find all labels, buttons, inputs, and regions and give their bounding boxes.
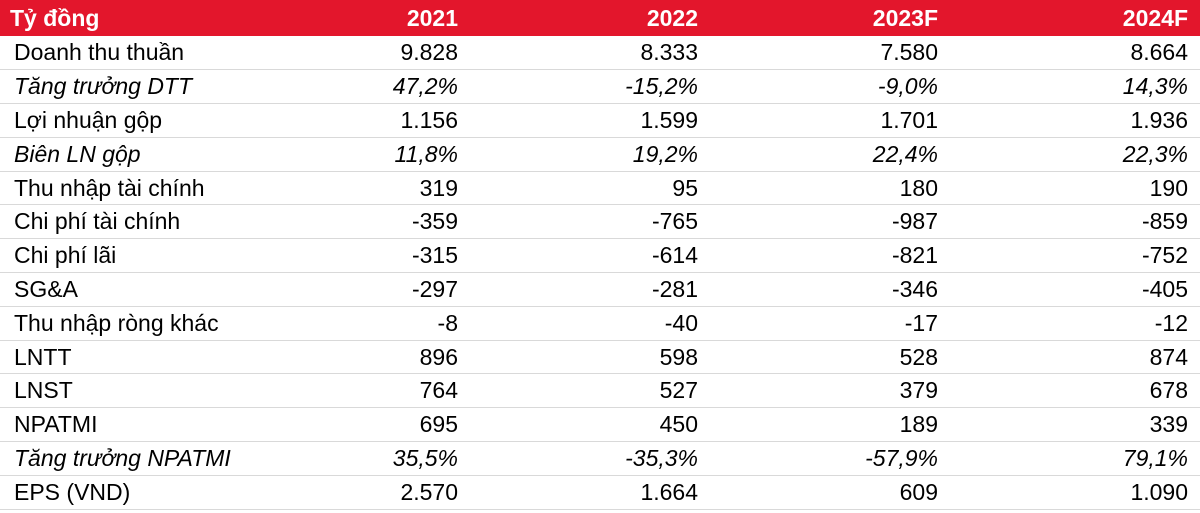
table-row: LNST 764 527 379 678 [0,374,1200,408]
row-label: LNTT [14,343,72,370]
row-value: -614 [651,242,698,269]
row-value: -35,3% [625,444,698,471]
row-value: -17 [904,309,938,336]
header-year-2023f: 2023F [872,4,938,31]
table-row: Thu nhập tài chính 319 95 180 190 [0,171,1200,205]
row-value: -359 [411,208,458,235]
header-year-2022: 2022 [646,4,698,31]
row-value: -821 [891,242,938,269]
row-value: -765 [651,208,698,235]
table-row: Tăng trưởng DTT 47,2% -15,2% -9,0% 14,3% [0,70,1200,104]
header-year-2024f: 2024F [1122,4,1188,31]
row-value: 2.570 [400,478,458,505]
row-label: EPS (VND) [14,478,131,505]
table-body: Doanh thu thuần 9.828 8.333 7.580 8.664 Tăng … [0,36,1200,510]
row-value: 8.333 [640,39,698,66]
row-value: 695 [419,411,458,438]
row-value: 598 [659,343,698,370]
row-value: -281 [651,275,698,302]
row-value: -859 [1141,208,1188,235]
row-label: Biên LN gộp [14,140,141,167]
row-value: 35,5% [392,444,458,471]
row-value: 14,3% [1122,73,1188,100]
row-value: -346 [891,275,938,302]
row-value: 450 [659,411,698,438]
row-label: Doanh thu thuần [14,39,185,66]
row-label: Chi phí tài chính [14,208,181,235]
table-row: Biên LN gộp 11,8% 19,2% 22,4% 22,3% [0,137,1200,172]
row-value: 527 [659,377,698,404]
row-value: 1.701 [880,106,938,133]
row-value: 190 [1149,174,1188,201]
row-label: SG&A [14,275,78,302]
row-value: 1.664 [640,478,698,505]
row-value: 22,3% [1122,140,1188,167]
header-row: Tỷ đồng 2021 2022 2023F 2024F [0,0,1200,36]
table-row: Chi phí tài chính -359 -765 -987 -859 [0,205,1200,239]
row-value: -12 [1154,309,1188,336]
row-value: 1.599 [640,106,698,133]
row-value: -752 [1141,242,1188,269]
row-value: -40 [664,309,698,336]
row-value: 319 [419,174,458,201]
table-row: Chi phí lãi -315 -614 -821 -752 [0,239,1200,273]
row-value: 9.828 [400,39,458,66]
row-value: 189 [899,411,938,438]
row-value: 678 [1149,377,1188,404]
table-row: SG&A -297 -281 -346 -405 [0,273,1200,307]
row-value: 339 [1149,411,1188,438]
table-row: Thu nhập ròng khác -8 -40 -17 -12 [0,306,1200,341]
row-value: -987 [891,208,938,235]
row-value: -297 [411,275,458,302]
row-value: 22,4% [872,140,938,167]
row-value: 47,2% [392,73,458,100]
table-row: NPATMI 695 450 189 339 [0,408,1200,442]
row-label: Tăng trưởng DTT [14,73,193,100]
row-value: 1.936 [1130,106,1188,133]
row-label: Lợi nhuận gộp [14,106,163,133]
table-row: Tăng trưởng NPATMI 35,5% -35,3% -57,9% 79,1% [0,442,1200,476]
table-row: LNTT 896 598 528 874 [0,340,1200,374]
row-value: 95 [672,174,698,201]
row-label: Tăng trưởng NPATMI [14,444,231,471]
row-label: Chi phí lãi [14,242,117,269]
row-value: 7.580 [880,39,938,66]
row-value: 1.156 [400,106,458,133]
table-row: Lợi nhuận gộp 1.156 1.599 1.701 1.936 [0,104,1200,138]
row-value: 379 [899,377,938,404]
row-value: 11,8% [394,140,458,167]
row-value: 180 [899,174,938,201]
row-label: NPATMI [14,411,98,438]
row-value: 764 [419,377,458,404]
table-row: EPS (VND) 2.570 1.664 609 1.090 [0,475,1200,510]
row-value: -9,0% [877,73,938,100]
header-unit-label: Tỷ đồng [10,4,100,31]
row-value: 79,1% [1122,444,1188,471]
row-label: LNST [14,377,73,404]
row-value: 609 [899,478,938,505]
row-value: 8.664 [1130,39,1188,66]
header-year-2021: 2021 [406,4,458,31]
row-value: 19,2% [632,140,698,167]
row-label: Thu nhập ròng khác [14,309,219,336]
row-value: -57,9% [865,444,938,471]
table-header: Tỷ đồng 2021 2022 2023F 2024F [0,0,1200,36]
row-value: -15,2% [625,73,698,100]
row-value: 528 [899,343,938,370]
row-label: Thu nhập tài chính [14,174,205,201]
table-row: Doanh thu thuần 9.828 8.333 7.580 8.664 [0,36,1200,70]
row-value: -405 [1141,275,1188,302]
row-value: 896 [419,343,458,370]
row-value: 874 [1149,343,1188,370]
row-value: -8 [437,309,458,336]
row-value: 1.090 [1130,478,1188,505]
row-value: -315 [411,242,458,269]
